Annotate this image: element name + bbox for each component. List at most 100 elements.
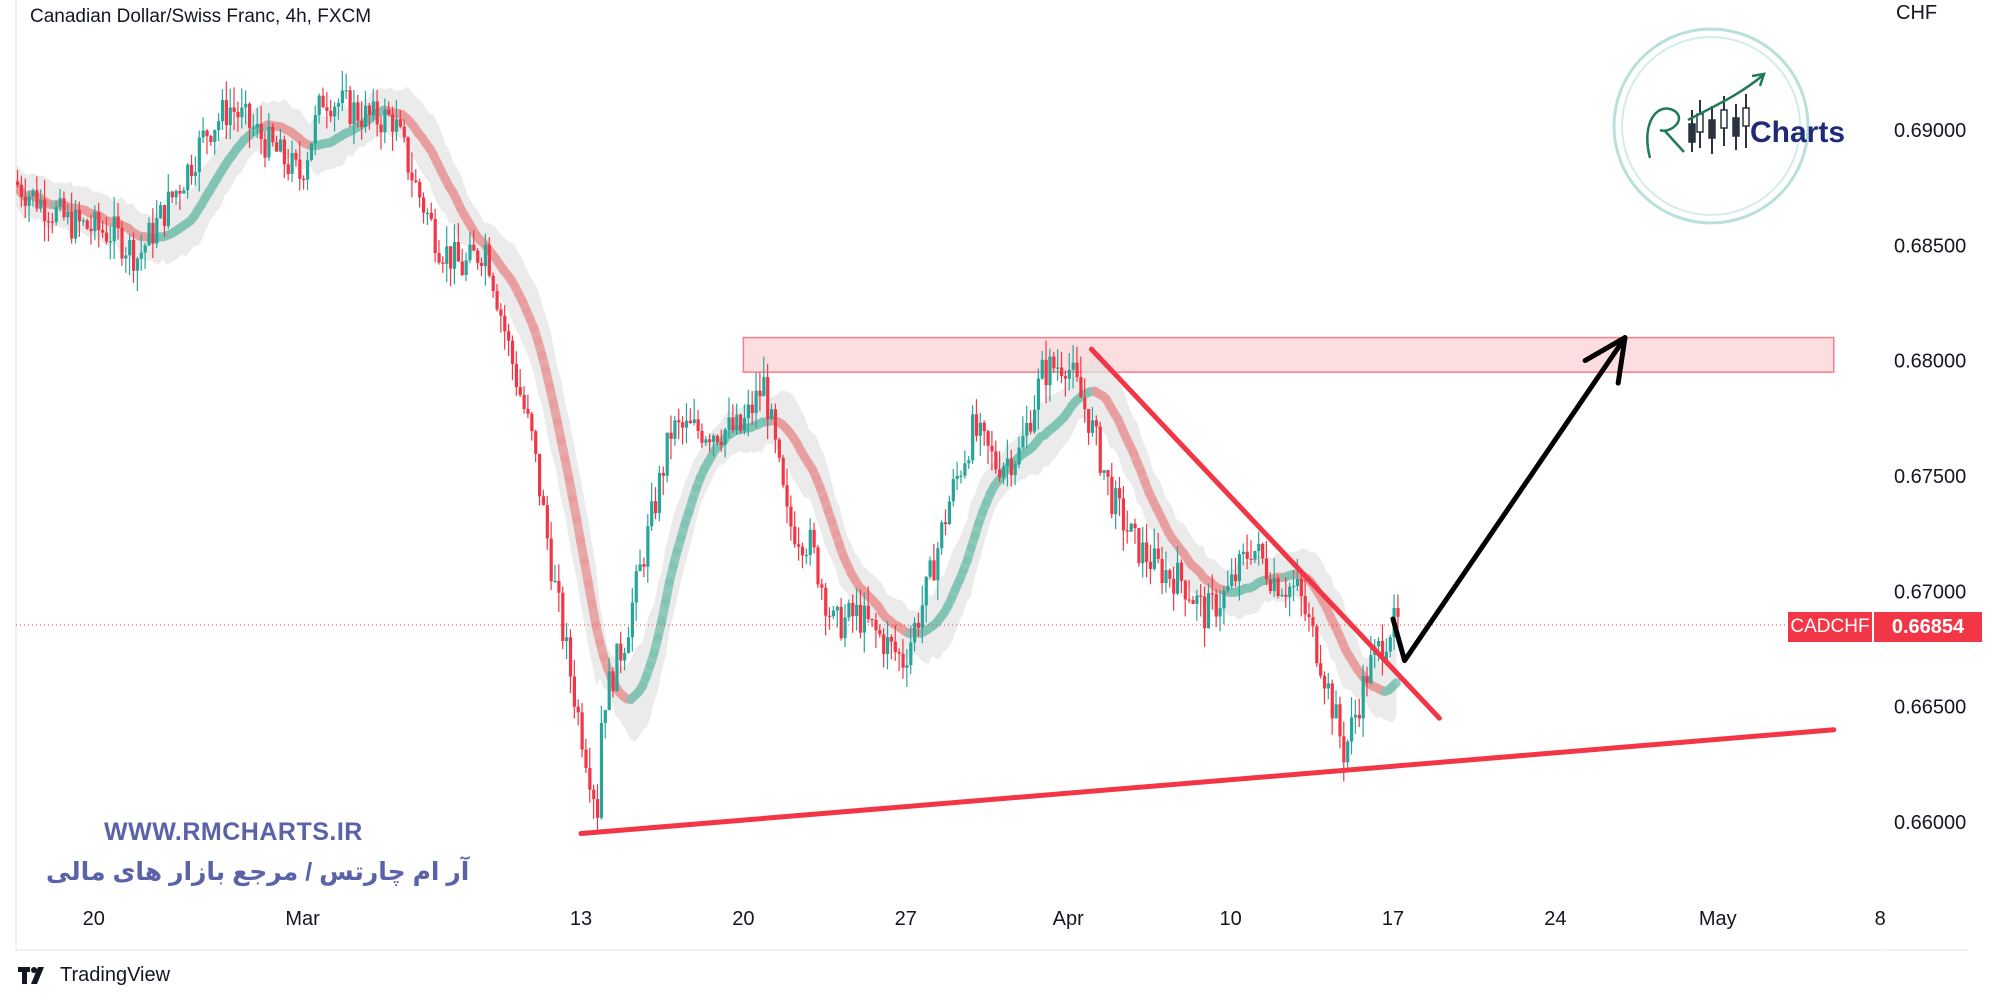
- candle: [360, 101, 364, 140]
- candle: [599, 705, 604, 820]
- date-tick-label: Mar: [285, 908, 320, 930]
- candle: [452, 224, 457, 285]
- candle: [1141, 526, 1145, 578]
- candle: [1218, 589, 1222, 632]
- footer-brand[interactable]: TradingView: [18, 960, 170, 990]
- candle: [1292, 569, 1296, 602]
- candle: [1299, 574, 1303, 617]
- candle: [124, 247, 128, 273]
- candle: [201, 117, 205, 144]
- ascending-trendline[interactable]: [578, 727, 1837, 837]
- candle: [43, 180, 47, 242]
- candle: [108, 225, 112, 260]
- candle: [170, 190, 174, 204]
- logo-candle: [1720, 109, 1728, 129]
- candle: [843, 604, 847, 648]
- candle: [1199, 583, 1203, 617]
- candle: [762, 356, 766, 397]
- candle: [1396, 594, 1400, 629]
- candle: [982, 420, 986, 446]
- descending-trendline[interactable]: [1088, 346, 1442, 721]
- candle: [101, 220, 105, 239]
- candle: [97, 202, 101, 248]
- candle: [1191, 595, 1195, 605]
- candle: [193, 156, 198, 186]
- candle: [112, 197, 116, 260]
- candle: [58, 188, 62, 212]
- candle: [495, 284, 499, 312]
- candle: [1388, 634, 1392, 658]
- candle: [742, 404, 747, 435]
- candle: [290, 140, 294, 183]
- resistance-zone[interactable]: [742, 336, 1835, 373]
- candle: [650, 482, 654, 531]
- candle: [54, 201, 58, 226]
- logo-candle: [1742, 107, 1750, 127]
- candle: [1206, 583, 1211, 629]
- candle: [433, 208, 437, 263]
- candle: [1311, 607, 1315, 637]
- plot-area: [16, 70, 1837, 837]
- candle: [77, 201, 82, 237]
- candle: [758, 372, 762, 412]
- candle: [1106, 469, 1110, 496]
- candle: [387, 101, 391, 117]
- candle: [681, 416, 685, 445]
- date-tick-label: 24: [1544, 908, 1566, 930]
- candle: [928, 556, 932, 580]
- candle: [878, 624, 882, 638]
- candle: [696, 410, 700, 439]
- projection-arrow[interactable]: [1390, 335, 1628, 664]
- candle: [615, 643, 619, 692]
- candle: [797, 527, 801, 561]
- candle: [472, 229, 476, 251]
- candle: [886, 620, 890, 670]
- candle: [518, 369, 522, 398]
- candle: [209, 134, 213, 146]
- candle: [1319, 644, 1323, 679]
- candle: [1261, 542, 1265, 565]
- candle: [688, 408, 692, 424]
- candle: [422, 192, 426, 224]
- candle: [1322, 671, 1327, 705]
- candle: [282, 135, 286, 179]
- candle: [1094, 415, 1098, 446]
- candle: [831, 606, 836, 620]
- candle: [244, 90, 248, 125]
- candle: [1365, 666, 1369, 697]
- candle: [603, 709, 607, 739]
- logo-candle: [1708, 119, 1716, 139]
- candle: [1257, 531, 1261, 566]
- candle: [205, 129, 209, 155]
- candle: [147, 217, 151, 246]
- candle: [364, 90, 368, 133]
- candle: [1183, 579, 1187, 617]
- candle: [820, 578, 824, 600]
- date-tick-label: 20: [732, 908, 754, 930]
- candle: [1032, 395, 1037, 435]
- candle: [828, 607, 832, 630]
- candle: [712, 433, 716, 457]
- candle: [410, 152, 414, 198]
- candle: [35, 176, 39, 212]
- candle: [619, 631, 623, 674]
- candle: [847, 599, 851, 622]
- candle: [1052, 351, 1056, 373]
- candle: [704, 435, 708, 446]
- candle: [777, 437, 781, 463]
- candle: [1346, 739, 1350, 773]
- ma-band: [16, 86, 1397, 742]
- candle: [228, 88, 232, 140]
- candle: [684, 403, 689, 444]
- candle: [1334, 690, 1338, 719]
- candle: [1234, 558, 1238, 587]
- candle: [1083, 378, 1087, 423]
- candle: [654, 487, 658, 520]
- candle: [770, 403, 774, 421]
- candle: [735, 403, 739, 435]
- candle: [294, 149, 298, 167]
- candle: [456, 223, 460, 262]
- candle: [340, 70, 344, 112]
- candle: [464, 252, 468, 282]
